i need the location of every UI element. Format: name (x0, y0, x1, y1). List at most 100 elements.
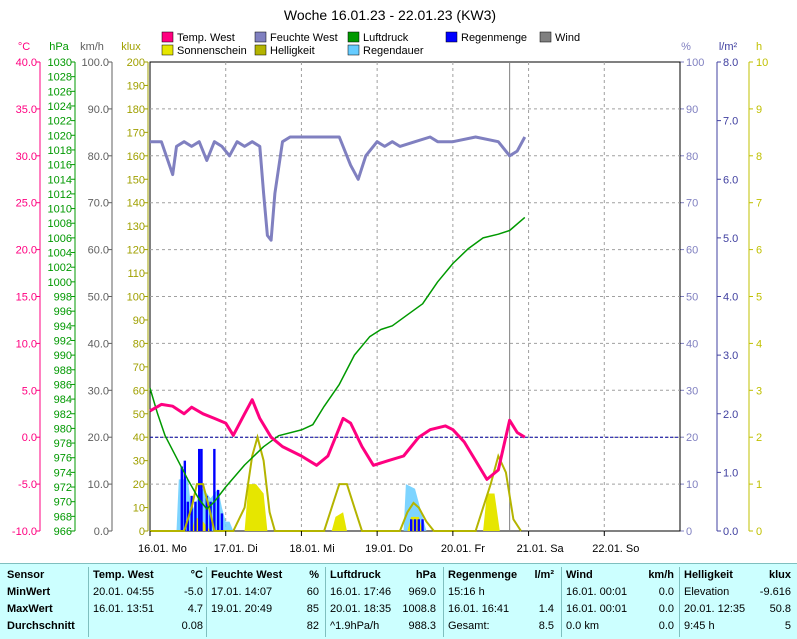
klux-tick-label: 130 (127, 221, 145, 233)
klux-tick-label: 0 (139, 526, 145, 538)
stats-row-value: 1.4 (538, 603, 554, 615)
pressure-tick-label: 1022 (48, 116, 72, 128)
pressure-tick-label: 998 (54, 292, 72, 304)
legend-label: Helligkeit (270, 45, 315, 57)
stats-header-unit: klux (768, 569, 791, 581)
pressure-tick-label: 988 (54, 365, 72, 377)
x-tick-label: 16.01. Mo (138, 543, 187, 555)
stats-row-label: 9:45 h (684, 620, 715, 632)
stats-row-value: 969.0 (408, 586, 436, 598)
stats-column: Helligkeit klux Elevation -9.616 20.01. 12:3… (684, 567, 791, 635)
pressure-tick-label: 986 (54, 379, 72, 391)
humidity-tick-label: 30 (686, 385, 698, 397)
pressure-tick-label: 1008 (48, 218, 72, 230)
stats-row-label: 15:16 h (448, 586, 485, 598)
stats-row-value: 60 (306, 586, 319, 598)
wind-tick-label: 70.0 (88, 198, 109, 210)
rain-tick-label: 7.0 (723, 116, 738, 128)
klux-tick-label: 110 (127, 268, 145, 280)
klux-tick-label: 170 (127, 127, 145, 139)
hours-tick-label: 0 (756, 526, 762, 538)
wind-tick-label: 80.0 (88, 151, 109, 163)
humidity-tick-label: 20 (686, 432, 698, 444)
rain-tick-label: 2.0 (723, 409, 738, 421)
klux-tick-label: 40 (133, 432, 145, 444)
klux-tick-label: 120 (127, 245, 145, 257)
stats-row-label: Durchschnitt (7, 620, 75, 632)
klux-tick-label: 70 (133, 362, 145, 374)
temp-tick-label: -10.0 (12, 526, 37, 538)
pressure-tick-label: 1024 (48, 101, 72, 113)
klux-tick-label: 80 (133, 338, 145, 350)
stats-row: 17.01. 14:07 60 (211, 584, 319, 601)
stats-column: Sensor MinWert MaxWert Durchschnitt (7, 567, 82, 635)
legend-label: Temp. West (177, 32, 235, 44)
stats-header-unit: % (309, 569, 319, 581)
pressure-tick-label: 974 (54, 467, 72, 479)
stats-row: 20.01. 12:35 50.8 (684, 601, 791, 618)
stats-separator (325, 567, 326, 637)
wind-tick-label: 50.0 (88, 292, 109, 304)
stats-row: 15:16 h (448, 584, 554, 601)
stats-row-label: 16.01. 00:01 (566, 586, 628, 598)
stats-row-label: Gesamt: (448, 620, 490, 632)
rain-bar (213, 448, 216, 531)
stats-column: Wind km/h 16.01. 00:01 0.0 16.01. 00:01 0.0 0.… (566, 567, 674, 635)
statistics-panel: Sensor MinWert MaxWert Durchschnitt Temp. We… (0, 563, 797, 639)
klux-tick-label: 190 (127, 80, 145, 92)
stats-row: 0.0 km 0.0 (566, 618, 674, 635)
stats-row-value: 4.7 (187, 603, 203, 615)
humidity-tick-label: 80 (686, 151, 698, 163)
legend-swatch (347, 44, 360, 56)
klux-tick-label: 50 (133, 409, 145, 421)
rain-tick-label: 8.0 (723, 57, 738, 69)
legend-swatch (254, 44, 267, 56)
klux-tick-label: 180 (127, 104, 145, 116)
stats-row-label: 16.01. 13:51 (93, 603, 155, 615)
humidity-tick-label: 100 (686, 57, 704, 69)
stats-row: 9:45 h 5 (684, 618, 791, 635)
klux-tick-label: 160 (127, 151, 145, 163)
rain-bar (410, 519, 413, 531)
series-temp-west (149, 398, 526, 481)
rain-tick-label: 4.0 (723, 292, 738, 304)
klux-tick-label: 10 (133, 503, 145, 515)
rain-tick-label: 1.0 (723, 467, 738, 479)
stats-row-label: 20.01. 04:55 (93, 586, 155, 598)
pressure-tick-label: 1004 (48, 248, 72, 260)
stats-row-value: 0.0 (658, 620, 674, 632)
klux-tick-label: 30 (133, 456, 145, 468)
stats-row: Durchschnitt (7, 618, 82, 635)
rain-bars (150, 448, 500, 531)
stats-header-label: Helligkeit (684, 569, 733, 581)
legend-swatch (539, 31, 552, 43)
rain-bar (220, 513, 224, 531)
pressure-tick-label: 992 (54, 335, 72, 347)
klux-tick-label: 200 (127, 57, 145, 69)
humidity-tick-label: 40 (686, 338, 698, 350)
stats-row: 19.01. 20:49 85 (211, 601, 319, 618)
humidity-tick-label: 50 (686, 292, 698, 304)
x-tick-label: 19.01. Do (365, 543, 413, 555)
rain-bar (413, 519, 417, 531)
stats-row-value: 0.0 (658, 603, 674, 615)
stats-header: Luftdruck hPa (330, 567, 436, 584)
x-tick-label: 22.01. So (592, 543, 639, 555)
temp-tick-label: -5.0 (18, 479, 37, 491)
pressure-tick-label: 990 (54, 350, 72, 362)
legend-swatch (445, 31, 458, 43)
pressure-tick-label: 994 (54, 321, 72, 333)
klux-tick-label: 140 (127, 198, 145, 210)
axes: °C hPa km/h klux% l/m² h40.035.030.025.020.01… (12, 41, 768, 538)
rain-bar (183, 460, 187, 531)
legend-swatch (347, 31, 360, 43)
stats-column: Feuchte West% 17.01. 14:07 60 19.01. 20:49 8… (211, 567, 319, 635)
legend: Temp. West Feuchte West Luftdruck Regenmeng… (161, 31, 580, 57)
temp-tick-label: 0.0 (22, 432, 37, 444)
rain-bar (421, 519, 424, 531)
pressure-tick-label: 972 (54, 482, 72, 494)
hours-tick-label: 2 (756, 432, 762, 444)
stats-header-unit: l/m² (534, 569, 554, 581)
axis-unit: °C (18, 41, 30, 53)
stats-separator (88, 567, 89, 637)
